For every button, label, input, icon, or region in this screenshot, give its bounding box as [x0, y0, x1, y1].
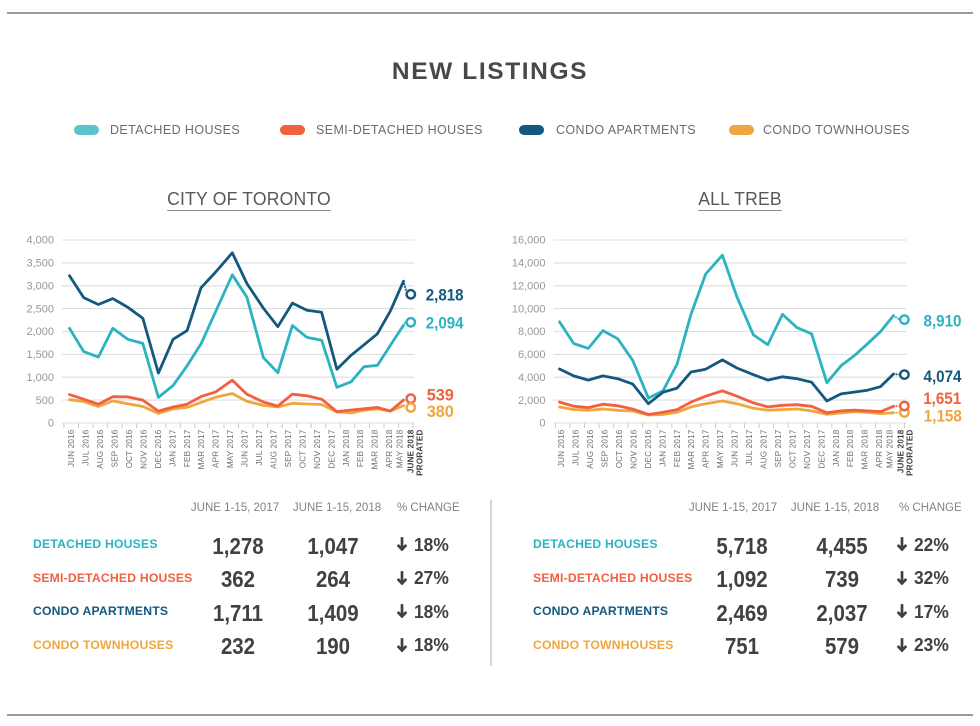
- svg-text:2,000: 2,000: [518, 395, 546, 407]
- svg-text:4,074: 4,074: [924, 367, 963, 386]
- svg-text:12,000: 12,000: [512, 280, 546, 292]
- svg-text:8,910: 8,910: [924, 312, 962, 331]
- svg-text:JUL 2016: JUL 2016: [82, 429, 91, 465]
- svg-text:FEB 2018: FEB 2018: [356, 429, 365, 467]
- svg-text:JAN 2018: JAN 2018: [342, 429, 351, 466]
- svg-text:16,000: 16,000: [512, 235, 546, 247]
- svg-text:DEC 2017: DEC 2017: [817, 429, 826, 468]
- svg-text:APR 2017: APR 2017: [702, 429, 711, 468]
- svg-text:JUL 2017: JUL 2017: [255, 429, 264, 465]
- svg-text:JUN 2016: JUN 2016: [67, 429, 76, 467]
- svg-text:OCT 2016: OCT 2016: [615, 429, 624, 468]
- svg-text:FEB 2017: FEB 2017: [673, 429, 682, 467]
- svg-text:14,000: 14,000: [512, 258, 546, 270]
- svg-text:500: 500: [36, 395, 54, 407]
- svg-text:NOV 2017: NOV 2017: [313, 429, 322, 469]
- svg-text:JUL 2017: JUL 2017: [745, 429, 754, 465]
- svg-text:JAN 2017: JAN 2017: [168, 429, 177, 466]
- svg-text:SEP 2016: SEP 2016: [111, 429, 120, 467]
- svg-text:JUN 2017: JUN 2017: [241, 429, 250, 467]
- svg-text:JAN 2017: JAN 2017: [658, 429, 667, 466]
- svg-text:FEB 2017: FEB 2017: [183, 429, 192, 467]
- svg-text:4,000: 4,000: [26, 235, 54, 247]
- svg-text:NOV 2016: NOV 2016: [630, 429, 639, 469]
- svg-text:AUG 2016: AUG 2016: [96, 429, 105, 469]
- svg-text:FEB 2018: FEB 2018: [846, 429, 855, 467]
- svg-text:JAN 2018: JAN 2018: [832, 429, 841, 466]
- svg-text:SEP 2017: SEP 2017: [284, 429, 293, 467]
- svg-text:PRORATED: PRORATED: [906, 430, 915, 476]
- svg-text:AUG 2016: AUG 2016: [586, 429, 595, 469]
- svg-text:NOV 2017: NOV 2017: [803, 429, 812, 469]
- svg-text:3,500: 3,500: [26, 258, 54, 270]
- svg-text:380: 380: [427, 402, 454, 421]
- svg-text:6,000: 6,000: [518, 349, 546, 361]
- svg-text:0: 0: [539, 418, 545, 430]
- svg-text:0: 0: [48, 418, 54, 430]
- svg-text:MAR 2017: MAR 2017: [687, 429, 696, 469]
- svg-text:MAY 2017: MAY 2017: [716, 429, 725, 468]
- svg-text:MAY 2017: MAY 2017: [226, 429, 235, 468]
- svg-text:8,000: 8,000: [518, 326, 546, 338]
- svg-text:OCT 2016: OCT 2016: [125, 429, 134, 468]
- svg-text:AUG 2017: AUG 2017: [270, 429, 279, 469]
- svg-text:1,651: 1,651: [923, 389, 961, 408]
- svg-text:1,158: 1,158: [924, 406, 962, 425]
- svg-text:AUG 2017: AUG 2017: [760, 429, 769, 469]
- svg-text:4,000: 4,000: [518, 372, 546, 384]
- svg-text:JUNE 2018: JUNE 2018: [407, 429, 416, 473]
- svg-text:APR 2017: APR 2017: [212, 429, 221, 468]
- svg-text:APR 2018: APR 2018: [875, 429, 884, 468]
- svg-text:DEC 2016: DEC 2016: [154, 429, 163, 468]
- svg-text:2,818: 2,818: [426, 286, 464, 305]
- svg-text:2,500: 2,500: [26, 303, 54, 315]
- svg-text:10,000: 10,000: [512, 303, 546, 315]
- svg-text:MAY 2018: MAY 2018: [396, 429, 405, 468]
- svg-text:1,500: 1,500: [26, 349, 54, 361]
- svg-text:OCT 2017: OCT 2017: [298, 429, 307, 468]
- svg-text:2,094: 2,094: [426, 314, 464, 333]
- svg-text:APR 2018: APR 2018: [385, 429, 394, 468]
- svg-text:SEP 2016: SEP 2016: [601, 429, 610, 467]
- svg-text:MAY 2018: MAY 2018: [886, 429, 895, 468]
- svg-text:1,000: 1,000: [26, 372, 54, 384]
- svg-text:OCT 2017: OCT 2017: [788, 429, 797, 468]
- svg-text:2,000: 2,000: [26, 326, 54, 338]
- svg-text:539: 539: [427, 386, 454, 405]
- svg-text:MAR 2018: MAR 2018: [371, 429, 380, 469]
- svg-text:MAR 2017: MAR 2017: [197, 429, 206, 469]
- svg-text:PRORATED: PRORATED: [416, 430, 425, 476]
- svg-text:JUN 2017: JUN 2017: [731, 429, 740, 467]
- svg-text:JUNE 2018: JUNE 2018: [897, 429, 906, 473]
- svg-text:JUN 2016: JUN 2016: [557, 429, 566, 467]
- svg-text:MAR 2018: MAR 2018: [861, 429, 870, 469]
- svg-text:JUL 2016: JUL 2016: [572, 429, 581, 465]
- svg-text:SEP 2017: SEP 2017: [774, 429, 783, 467]
- svg-text:NOV 2016: NOV 2016: [139, 429, 148, 469]
- svg-text:3,000: 3,000: [26, 280, 54, 292]
- svg-text:DEC 2016: DEC 2016: [644, 429, 653, 468]
- svg-text:DEC 2017: DEC 2017: [327, 429, 336, 468]
